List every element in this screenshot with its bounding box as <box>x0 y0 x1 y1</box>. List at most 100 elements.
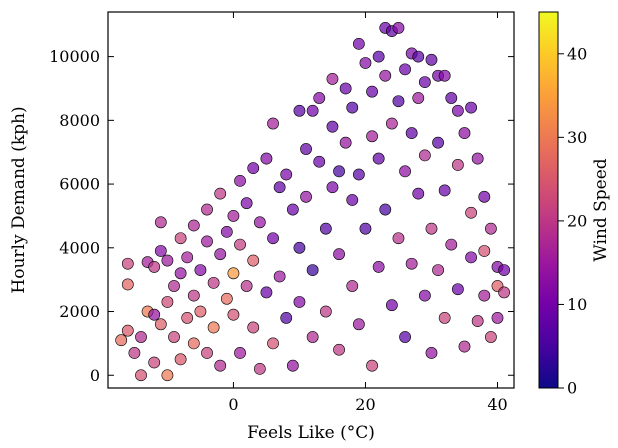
scatter-point <box>286 203 299 216</box>
scatter-point <box>240 280 253 292</box>
scatter-point <box>214 248 227 261</box>
scatter-point <box>121 278 134 291</box>
scatter-point <box>399 63 411 76</box>
scatter-point <box>121 257 134 270</box>
scatter-point <box>352 37 365 50</box>
scatter-point <box>405 257 418 270</box>
scatter-point <box>372 50 385 63</box>
scatter-point <box>181 251 194 264</box>
scatter-point <box>478 289 491 302</box>
scatter-point <box>194 264 207 277</box>
scatter-point <box>399 331 411 343</box>
scatter-point <box>465 206 477 219</box>
scatter-point <box>458 127 471 139</box>
scatter-point <box>201 203 213 216</box>
scatter-point <box>326 181 339 194</box>
scatter-point <box>498 264 510 277</box>
scatter-point <box>300 190 312 203</box>
scatter-point <box>379 69 392 82</box>
scatter-point <box>181 311 194 324</box>
scatter-point <box>267 337 279 350</box>
scatter-point <box>214 359 227 372</box>
scatter-point <box>306 331 319 343</box>
colorbar-tick-label: 20 <box>567 211 587 230</box>
colorbar-tick-label: 0 <box>567 379 577 398</box>
scatter-point <box>451 283 464 296</box>
y-tick-label: 4000 <box>59 238 100 257</box>
scatter-point <box>293 241 306 254</box>
scatter-point <box>366 130 378 143</box>
y-tick-label: 8000 <box>59 111 100 130</box>
scatter-point <box>135 369 147 382</box>
scatter-point <box>326 120 339 133</box>
colorbar-tick-label: 30 <box>567 128 587 147</box>
scatter-point <box>412 92 425 104</box>
scatter-point <box>154 216 167 229</box>
scatter-point <box>280 311 293 324</box>
scatter-point <box>425 53 438 66</box>
scatter-point <box>174 267 187 280</box>
scatter-point <box>359 222 372 235</box>
scatter-point <box>346 194 359 206</box>
scatter-point <box>333 248 345 261</box>
scatter-point <box>412 50 425 63</box>
scatter-point <box>260 152 273 165</box>
scatter-point <box>412 187 425 200</box>
scatter-point <box>438 69 451 82</box>
scatter-point <box>168 280 180 292</box>
scatter-point <box>128 347 141 359</box>
scatter-point <box>392 22 405 34</box>
y-axis-label: Hourly Demand (kph) <box>9 106 29 293</box>
scatter-point <box>247 321 260 334</box>
scatter-point <box>174 232 187 245</box>
scatter-point <box>227 267 240 280</box>
scatter-point <box>267 232 279 245</box>
scatter-point <box>372 152 385 165</box>
scatter-point <box>333 165 345 178</box>
scatter-point <box>405 127 418 139</box>
scatter-point <box>385 117 398 130</box>
scatter-point <box>333 343 345 356</box>
scatter-point <box>471 152 484 165</box>
scatter-point <box>121 324 134 337</box>
scatter-point <box>465 251 477 264</box>
scatter-point <box>161 296 174 308</box>
scatter-point <box>392 232 405 245</box>
scatter-point <box>148 261 161 273</box>
scatter-point <box>234 347 246 359</box>
scatter-point <box>346 280 359 292</box>
scatter-point <box>478 245 491 257</box>
scatter-point <box>207 276 220 289</box>
scatter-point <box>385 299 398 312</box>
scatter-point <box>273 181 286 194</box>
scatter-point <box>168 331 180 343</box>
scatter-point <box>227 308 240 321</box>
scatter-point <box>253 362 266 375</box>
scatter-point <box>267 117 279 130</box>
scatter-point <box>379 203 392 216</box>
x-tick-label: 20 <box>355 395 375 414</box>
scatter-point <box>240 197 253 210</box>
scatter-point <box>227 210 240 222</box>
y-tick-label: 10000 <box>49 47 100 66</box>
y-tick-label: 0 <box>90 366 100 385</box>
scatter-point <box>154 318 167 331</box>
scatter-point <box>372 261 385 273</box>
scatter-point <box>458 340 471 353</box>
scatter-point <box>339 82 352 95</box>
scatter-point <box>418 289 431 302</box>
scatter-point <box>247 162 260 175</box>
colorbar-label: Wind Speed <box>591 158 611 261</box>
scatter-point <box>346 101 359 114</box>
scatter-point <box>498 286 510 299</box>
scatter-point <box>234 174 246 187</box>
scatter-point <box>418 76 431 89</box>
y-axis: 0 2000 4000 6000 8000 10000 <box>49 47 514 385</box>
scatter-point <box>366 359 378 372</box>
scatter-point <box>484 222 497 235</box>
scatter-point <box>260 286 273 299</box>
y-tick-label: 6000 <box>59 175 100 194</box>
scatter-point <box>293 296 306 308</box>
scatter-point <box>201 235 213 248</box>
scatter-point <box>339 136 352 149</box>
